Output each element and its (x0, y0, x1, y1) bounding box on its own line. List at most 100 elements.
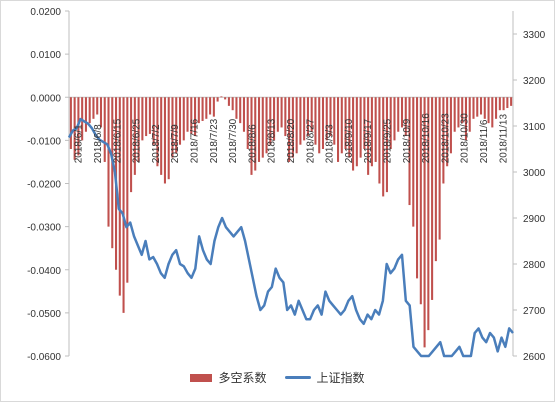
bar-11 (111, 97, 114, 249)
bar-84 (385, 97, 388, 193)
bar-38 (212, 97, 215, 117)
bar-116 (506, 97, 509, 109)
bar-88 (400, 97, 404, 128)
bar-8 (99, 97, 103, 128)
bar-42 (227, 97, 230, 106)
bar-61 (299, 97, 302, 145)
y-left-tick-label: -0.0600 (27, 352, 61, 363)
bar-27 (171, 97, 174, 158)
bar-9 (103, 97, 106, 162)
x-tick-label: 2018/9/10 (344, 118, 355, 163)
bar-45 (239, 97, 242, 124)
x-tick-label: 2018/10/16 (421, 113, 432, 163)
y-right-tick-label: 3300 (523, 30, 546, 41)
y-right-tick-label: 3000 (523, 168, 546, 179)
bar-72 (340, 97, 343, 154)
bar-82 (378, 97, 381, 184)
y-right-tick-label: 3100 (523, 122, 546, 133)
bar-44 (235, 97, 238, 119)
bar-74 (348, 97, 351, 158)
bar-86 (393, 97, 396, 141)
y-right-tick-label: 2800 (523, 260, 546, 271)
bar-79 (367, 97, 370, 175)
bar-22 (152, 97, 155, 145)
bar-101 (449, 97, 452, 154)
bar-96 (431, 97, 434, 300)
bar-73 (344, 97, 347, 149)
bar-81 (374, 97, 377, 162)
x-tick-label: 2018/6/15 (112, 118, 123, 163)
x-tick-label: 2018/6/8 (93, 124, 104, 163)
legend: 多空系数 上证指数 (1, 369, 554, 386)
bar-26 (167, 97, 170, 180)
bar-113 (495, 97, 498, 119)
bar-24 (160, 97, 163, 175)
bar-91 (412, 97, 415, 227)
bar-80 (370, 97, 373, 167)
index-line (67, 117, 514, 358)
y-left-tick-label: 0.0200 (30, 7, 61, 18)
bar-68 (325, 97, 328, 141)
bar-87 (397, 97, 400, 132)
bar-18 (137, 97, 140, 162)
bar-65 (314, 97, 317, 145)
bar-103 (457, 97, 460, 128)
bar-76 (355, 97, 358, 167)
bar-56 (280, 97, 283, 128)
bar-112 (491, 97, 494, 128)
x-tick-label: 2018/11/6 (479, 119, 490, 163)
bar-46 (242, 97, 245, 132)
x-tick-label: 2018/9/17 (363, 118, 374, 163)
bar-78 (363, 97, 366, 149)
bar-55 (276, 97, 279, 132)
bar-59 (291, 97, 294, 158)
bar-109 (479, 97, 483, 115)
bar-33 (194, 97, 197, 137)
bar-32 (190, 97, 193, 134)
legend-swatch-line (284, 376, 311, 379)
bar-35 (201, 97, 204, 121)
bar-14 (122, 97, 125, 313)
bar-23 (156, 97, 159, 167)
bar-51 (261, 97, 264, 158)
bar-17 (133, 97, 136, 175)
y-left-tick-label: 0.0000 (30, 93, 61, 104)
bar-4 (84, 97, 87, 132)
bar-54 (273, 97, 276, 141)
bar-94 (423, 97, 426, 348)
legend-item-bar: 多空系数 (190, 369, 267, 386)
bar-20 (145, 97, 148, 137)
bar-77 (359, 97, 362, 158)
y-left-tick-label: -0.0300 (27, 223, 61, 234)
bar-108 (476, 97, 479, 117)
bar-99 (442, 97, 445, 184)
x-tick-label: 2018/6/25 (132, 118, 143, 163)
bar-13 (118, 97, 121, 296)
x-tick-label: 2018/10/30 (460, 113, 471, 163)
bar-16 (130, 97, 133, 193)
bar-34 (197, 97, 200, 124)
bar-107 (472, 97, 475, 119)
bar-48 (250, 97, 253, 175)
x-tick-label: 2018/6/1 (74, 124, 85, 163)
y-right-tick-label: 2700 (523, 306, 546, 317)
bar-37 (209, 97, 212, 115)
bar-49 (254, 97, 257, 171)
y-left-tick-label: -0.0200 (27, 180, 61, 191)
bar-50 (257, 97, 261, 162)
x-tick-label: 2018/8/27 (305, 118, 316, 163)
bar-104 (461, 97, 464, 124)
y-left-tick-label: -0.0500 (27, 309, 61, 320)
x-tick-label: 2018/7/23 (209, 118, 220, 163)
bar-115 (502, 97, 505, 111)
bar-5 (88, 97, 91, 124)
bar-117 (510, 97, 513, 106)
bar-15 (126, 97, 129, 283)
bar-57 (284, 97, 287, 137)
bar-85 (389, 97, 392, 149)
bar-43 (231, 97, 234, 111)
x-tick-label: 2018/9/25 (383, 118, 394, 163)
bar-111 (487, 97, 490, 124)
